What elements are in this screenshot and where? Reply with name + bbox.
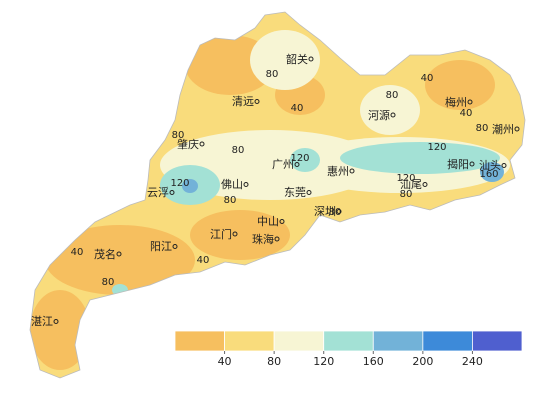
city-dot [53, 319, 59, 324]
city-dot [514, 126, 520, 132]
city: 中山 [257, 215, 279, 228]
legend-swatch [422, 330, 473, 352]
city-dot [308, 56, 314, 62]
city-dots [53, 56, 520, 324]
legend-tick-label: 80 [267, 355, 281, 368]
contour-label: 80 [400, 189, 413, 200]
city-dot [254, 99, 260, 104]
contour-label: 40 [291, 103, 304, 114]
city-labels: 韶关 清远 河源 梅州 潮州 肇庆 广州 惠州 揭阳 汕头 汕尾 云浮 佛山 东… [31, 52, 514, 328]
city: 汕头 [479, 159, 501, 172]
city: 韶关 [286, 52, 308, 66]
city-dot [306, 190, 312, 195]
legend-tick-label: 120 [313, 355, 334, 368]
legend-swatch [472, 330, 523, 352]
city: 河源 [368, 108, 390, 122]
contour-label: 80 [102, 277, 115, 288]
city-dot [169, 190, 175, 195]
legend-swatch [273, 330, 325, 352]
city-dot [274, 236, 280, 242]
contour-label: 80 [476, 123, 489, 134]
contour-label: 80 [224, 195, 237, 206]
legend-tick-label: 240 [462, 355, 483, 368]
contour-label: 120 [396, 173, 415, 184]
legend-swatch [224, 330, 275, 352]
contour-label: 80 [232, 145, 245, 156]
contour-label: 80 [329, 207, 342, 218]
city: 茂名 [94, 247, 116, 261]
contour-label: 160 [479, 169, 498, 180]
city: 深圳 [314, 205, 336, 218]
city: 珠海 [252, 232, 274, 246]
contour-label: 40 [421, 73, 434, 84]
city-dot [172, 244, 178, 249]
contour-label: 40 [71, 247, 84, 258]
contour-label: 120 [170, 178, 189, 189]
city-dot [349, 168, 355, 174]
city: 汕尾 [400, 178, 422, 191]
contour-label: 80 [266, 69, 279, 80]
city: 潮州 [492, 122, 514, 136]
city-dot [467, 99, 473, 105]
city: 清远 [232, 95, 254, 108]
city: 梅州 [445, 95, 467, 109]
city-dot [116, 251, 122, 257]
city-dot [279, 219, 285, 224]
legend-tick-label: 200 [412, 355, 433, 368]
city: 云浮 [147, 186, 169, 199]
contour-label: 40 [197, 255, 210, 266]
city: 江门 [210, 227, 232, 241]
legend-swatch [323, 330, 374, 352]
city-dot [232, 231, 238, 237]
legend-swatch [372, 330, 424, 352]
city-dot [469, 161, 475, 167]
city: 惠州 [327, 164, 349, 178]
city-dot [243, 182, 249, 187]
city-dot [336, 209, 342, 214]
city-dot [422, 182, 428, 187]
legend: 40 80 120 160 200 240 [174, 330, 523, 368]
province-outline [29, 11, 526, 379]
city: 广州 [272, 158, 294, 171]
contour-label: 40 [460, 108, 473, 119]
city-dot [294, 162, 300, 167]
contour-label: 120 [427, 142, 446, 153]
contour-label: 120 [290, 153, 309, 164]
legend-tick-label: 160 [363, 355, 384, 368]
city: 佛山 [221, 178, 243, 191]
city-dot [501, 163, 507, 168]
city-dot [199, 141, 205, 147]
city: 东莞 [284, 186, 306, 199]
city-dot [390, 112, 396, 118]
city: 肇庆 [177, 137, 199, 151]
legend-tick-label: 40 [218, 355, 232, 368]
contour-label: 80 [386, 90, 399, 101]
contour-label: 80 [172, 130, 185, 141]
legend-swatch [174, 330, 225, 352]
city: 揭阳 [447, 157, 469, 171]
contour-labels: 80 40 40 80 40 80 80 80 120 120 120 120 … [71, 69, 499, 288]
city: 湛江 [31, 315, 53, 328]
city: 阳江 [150, 240, 172, 253]
